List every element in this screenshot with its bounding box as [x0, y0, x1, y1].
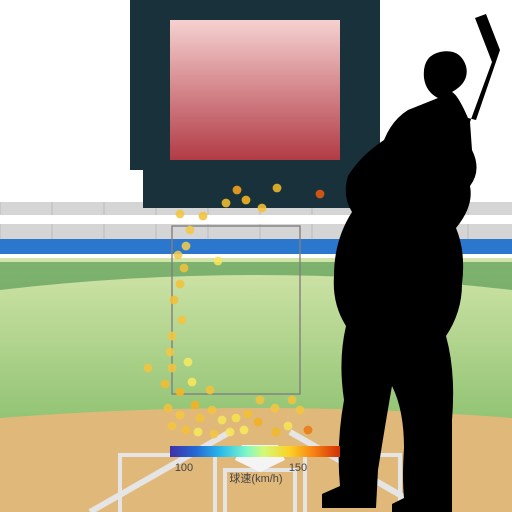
pitch-point: [161, 380, 170, 389]
pitch-point: [178, 316, 187, 325]
pitch-point: [144, 364, 153, 373]
pitch-point: [258, 204, 267, 213]
pitch-point: [176, 210, 185, 219]
pitch-point: [232, 414, 241, 423]
pitch-point: [182, 242, 191, 251]
pitch-point: [296, 406, 305, 415]
pitch-point: [168, 364, 177, 373]
colorbar-tick: 100: [175, 462, 193, 474]
pitch-point: [214, 257, 223, 266]
pitch-point: [176, 280, 185, 289]
pitch-point: [226, 428, 235, 437]
pitch-point: [218, 416, 227, 425]
pitch-point: [233, 186, 242, 195]
pitch-point: [208, 406, 217, 415]
pitch-point: [166, 348, 175, 357]
colorbar-tick: 150: [289, 462, 307, 474]
pitch-point: [210, 430, 219, 439]
pitch-point: [168, 422, 177, 431]
pitch-point: [186, 226, 195, 235]
pitch-point: [273, 184, 282, 193]
pitch-point: [164, 404, 173, 413]
pitch-point: [196, 414, 205, 423]
pitch-point: [284, 422, 293, 431]
scoreboard-screen: [170, 20, 340, 160]
pitch-point: [288, 396, 297, 405]
pitch-point: [194, 428, 203, 437]
pitch-point: [271, 404, 280, 413]
pitch-point: [242, 196, 251, 205]
pitch-point: [199, 212, 208, 221]
pitch-point: [316, 190, 325, 199]
pitch-point: [206, 386, 215, 395]
pitch-point: [176, 388, 185, 397]
scoreboard-base: [143, 164, 367, 208]
pitch-point: [256, 396, 265, 405]
pitch-point: [174, 251, 183, 260]
pitch-point: [244, 410, 253, 419]
pitch-point: [254, 418, 263, 427]
pitch-point: [184, 358, 193, 367]
colorbar-label: 球速(km/h): [229, 471, 282, 485]
pitch-point: [240, 426, 249, 435]
pitch-location-chart: 100 150 球速(km/h): [0, 0, 512, 512]
pitch-point: [272, 428, 281, 437]
pitch-point: [180, 264, 189, 273]
colorbar: [170, 446, 340, 457]
pitch-point: [182, 426, 191, 435]
pitch-point: [168, 332, 177, 341]
pitch-point: [176, 411, 185, 420]
pitch-point: [170, 296, 179, 305]
pitch-point: [191, 401, 200, 410]
pitch-point: [188, 378, 197, 387]
pitch-point: [304, 426, 313, 435]
pitch-point: [222, 199, 231, 208]
